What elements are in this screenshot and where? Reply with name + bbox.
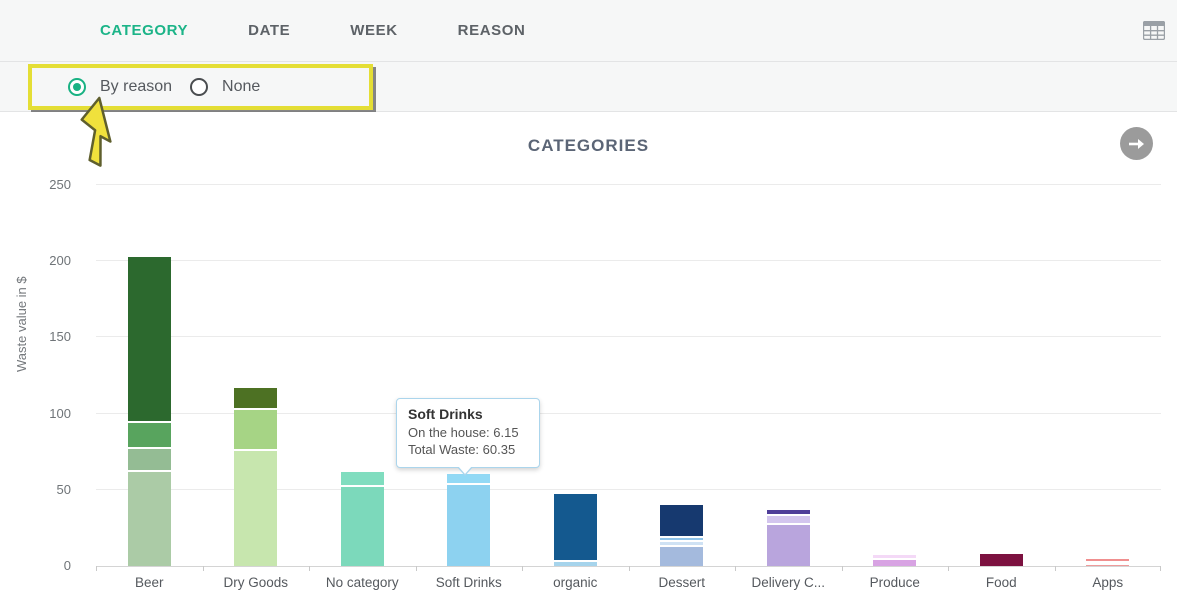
bar-segment <box>127 447 171 470</box>
tooltip-pointer <box>457 466 473 476</box>
x-axis-tick <box>628 566 630 571</box>
bar-segment <box>447 483 491 566</box>
x-axis-category-label: Food <box>985 575 1017 590</box>
radio-option-none[interactable]: None <box>190 78 260 96</box>
bar-segment <box>873 555 917 559</box>
bar-segment <box>660 540 704 545</box>
bar-segment <box>1086 561 1130 564</box>
x-axis-tick <box>948 566 949 571</box>
bar-segment <box>127 256 171 422</box>
x-axis-tick <box>96 566 97 571</box>
gridline <box>96 260 1161 262</box>
bar-segment <box>1086 559 1130 562</box>
x-axis-category-label: Delivery C... <box>751 575 825 590</box>
bar-segment <box>979 553 1023 566</box>
radio-label: By reason <box>100 78 173 95</box>
x-axis-tick <box>841 566 843 571</box>
x-axis-category-label: Dry Goods <box>223 575 289 590</box>
bar-delivery-c[interactable] <box>766 509 810 566</box>
y-tick-label: 50 <box>56 481 71 497</box>
x-axis-category-label: Produce <box>869 575 920 590</box>
tab-category[interactable]: CATEGORY <box>100 22 189 39</box>
bar-segment <box>340 485 384 566</box>
bar-segment <box>234 448 278 566</box>
bar-segment <box>766 523 810 566</box>
chart-tooltip: Soft Drinks On the house: 6.15 Total Was… <box>396 398 540 476</box>
bar-segment <box>660 544 704 566</box>
bar-segment <box>234 387 278 408</box>
gridline <box>96 336 1161 338</box>
tooltip-title: Soft Drinks <box>408 406 483 422</box>
tooltip-line: On the house: 6.15 <box>408 425 519 440</box>
x-axis-category-label: Beer <box>134 575 164 590</box>
y-tick-label: 0 <box>63 558 71 573</box>
bar-beer[interactable] <box>127 256 171 566</box>
bar-segment <box>873 558 917 566</box>
tab-reason[interactable]: REASON <box>457 22 526 39</box>
bar-dry-goods[interactable] <box>234 387 278 566</box>
x-axis-category-label: organic <box>553 575 598 590</box>
x-axis-category-label: No category <box>325 575 399 590</box>
gridline <box>96 412 1161 414</box>
table-grid-icon[interactable] <box>1143 21 1165 40</box>
bar-segment <box>766 509 810 515</box>
bar-segment <box>660 535 704 541</box>
bar-food[interactable] <box>979 553 1023 566</box>
bar-soft-drinks[interactable] <box>447 474 491 566</box>
y-tick-label: 150 <box>49 329 71 345</box>
arrow-right-icon <box>1129 138 1144 149</box>
categories-chart-panel: CATEGORIES Waste value in $ 0 50 100 150 200… <box>0 112 1177 615</box>
top-tab-bar: CATEGORY DATE WEEK REASON <box>0 0 1177 62</box>
x-axis-tick <box>309 566 310 571</box>
bar-segment <box>234 407 278 449</box>
plot-area: 0 50 100 150 200 250 Beer Dry Goods No category S… <box>49 177 1161 590</box>
bar-segment <box>447 474 491 484</box>
annotation-highlight-box: By reason None <box>28 64 373 110</box>
x-axis-tick <box>415 566 417 571</box>
y-axis-label: Waste value in $ <box>14 276 29 372</box>
x-axis-tick <box>1054 566 1056 571</box>
x-axis-tick <box>1160 566 1161 571</box>
tab-date[interactable]: DATE <box>248 22 291 39</box>
bar-segment <box>553 494 597 560</box>
radio-option-by-reason[interactable]: By reason <box>68 78 172 96</box>
next-chart-button[interactable] <box>1120 127 1153 160</box>
bar-segment <box>766 514 810 524</box>
bar-dessert[interactable] <box>660 505 704 566</box>
radio-unselected-icon[interactable] <box>190 78 209 96</box>
bar-produce[interactable] <box>873 555 917 566</box>
bar-organic[interactable] <box>553 494 597 566</box>
bar-segment <box>1086 563 1130 566</box>
bar-segment <box>660 505 704 536</box>
x-axis-category-label: Soft Drinks <box>435 575 502 590</box>
bar-apps[interactable] <box>1086 559 1130 566</box>
x-axis-tick <box>522 566 523 571</box>
bar-segment <box>553 559 597 566</box>
chart-title: CATEGORIES <box>527 136 650 155</box>
bar-no-category[interactable] <box>340 471 384 566</box>
bar-segment <box>340 471 384 486</box>
radio-label: None <box>222 78 261 95</box>
gridline <box>96 184 1161 185</box>
x-axis-category-label: Dessert <box>658 575 705 590</box>
stacking-options-row: By reason None <box>0 62 1177 112</box>
y-tick-label: 250 <box>49 177 71 192</box>
y-tick-label: 100 <box>49 405 71 421</box>
bar-segment <box>127 470 171 566</box>
x-axis-tick <box>202 566 204 571</box>
radio-selected-icon[interactable] <box>68 78 86 96</box>
bar-segment <box>127 421 171 448</box>
gridline <box>96 488 1161 490</box>
tooltip-line: Total Waste: 60.35 <box>408 442 516 457</box>
x-axis-tick <box>735 566 736 571</box>
y-tick-label: 200 <box>49 253 71 269</box>
x-axis-category-label: Apps <box>1092 575 1124 590</box>
tab-week[interactable]: WEEK <box>350 22 398 39</box>
